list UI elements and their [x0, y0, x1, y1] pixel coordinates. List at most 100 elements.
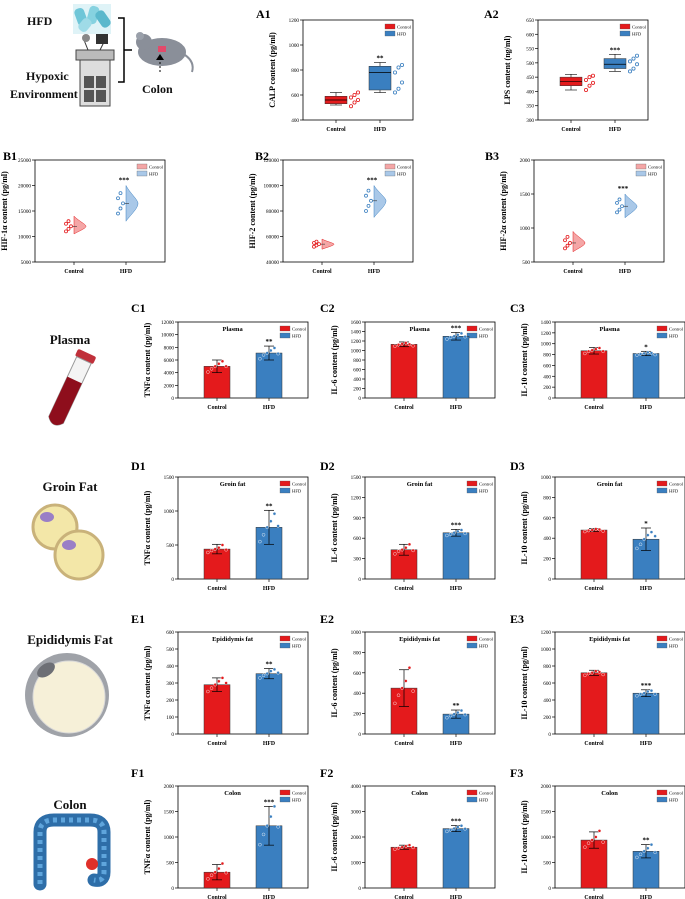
y-tick-label: 200 [353, 712, 361, 718]
significance-marker: * [644, 343, 648, 351]
panel-label-C3: C3 [510, 301, 525, 315]
data-point [261, 353, 266, 357]
x-tick-label: HFD [450, 586, 462, 592]
data-point [459, 708, 464, 713]
y-tick-label: 40000 [266, 260, 279, 266]
data-point [445, 829, 449, 834]
data-point [463, 531, 467, 536]
legend-swatch-hfd [656, 796, 668, 803]
data-point [653, 850, 657, 854]
legend-swatch-control [384, 163, 396, 170]
y-tick-label: 100 [166, 715, 174, 721]
data-point [66, 226, 71, 231]
y-tick-label: 4000 [164, 371, 175, 377]
legend-label-hfd: HFD [149, 172, 159, 177]
y-tick-label: 1500 [541, 810, 552, 816]
data-point [646, 689, 650, 694]
y-tick-label: 120000 [263, 158, 279, 164]
data-point [565, 243, 570, 248]
chart-F3: F3 0 500 1000 1500 2000 IL-10 content (pg/ml) C… [510, 766, 685, 899]
data-point [213, 683, 217, 687]
data-point [206, 877, 210, 881]
legend-swatch-control [656, 325, 668, 332]
chart-D1: D1 0 500 1000 1500 TNFα content (pg/ml) Contro… [131, 459, 309, 592]
legend-swatch-hfd [656, 487, 668, 494]
significance-marker: ** [643, 837, 651, 845]
data-point [206, 550, 210, 555]
data-point [591, 80, 596, 85]
panel-label-A2: A2 [484, 7, 499, 21]
data-point [584, 78, 589, 83]
colon-organ-icon [33, 813, 111, 891]
data-point [456, 529, 460, 534]
data-point [628, 59, 633, 64]
data-point [209, 686, 214, 690]
data-point [617, 197, 622, 202]
legend-swatch-control [466, 480, 478, 487]
data-point [590, 528, 594, 532]
x-tick-label: Control [207, 895, 227, 899]
data-point [586, 349, 591, 354]
x-tick-label: HFD [450, 741, 462, 747]
y-tick-label: 500 [166, 647, 174, 653]
bar-control [580, 529, 608, 580]
axes-frame [533, 159, 665, 263]
data-point [448, 828, 453, 832]
y-tick-label: 2000 [520, 158, 531, 164]
data-point [649, 351, 654, 355]
y-tick-label: 10000 [161, 333, 174, 339]
y-tick-label: 1200 [351, 339, 362, 345]
y-tick-label: 1000 [351, 349, 362, 355]
x-tick-label: Control [584, 741, 604, 747]
data-point [393, 344, 397, 348]
data-point [597, 829, 602, 833]
bar-hfd [442, 532, 470, 580]
y-axis-label: IL-6 content (pg/ml) [330, 802, 339, 872]
data-point [445, 337, 449, 341]
y-tick-label: 25000 [18, 158, 31, 164]
hfd-pellets-icon [73, 4, 111, 34]
y-tick-label: 10000 [18, 235, 31, 241]
legend-swatch-hfd [279, 796, 291, 803]
chart-title: Groin fat [220, 481, 247, 488]
data-point [620, 204, 624, 209]
y-axis-label: HIF-1α content (pg/ml) [0, 171, 9, 251]
legend-label-control: Control [292, 327, 307, 332]
y-tick-label: 300 [353, 557, 361, 563]
y-tick-label: 800 [353, 358, 361, 364]
data-point [568, 241, 572, 245]
legend-swatch-hfd [466, 796, 478, 803]
x-tick-label: Control [312, 269, 332, 275]
data-point [411, 548, 415, 553]
chart-title: Colon [411, 790, 428, 797]
panel-label-D3: D3 [510, 459, 525, 473]
bar-hfd [632, 692, 660, 735]
x-tick-label: Control [207, 586, 227, 592]
data-point [404, 546, 408, 550]
data-point [587, 75, 592, 80]
x-tick-label: Control [207, 405, 227, 411]
legend-label-hfd: HFD [292, 798, 302, 803]
significance-marker: *** [610, 46, 621, 54]
data-point [352, 93, 357, 98]
legend-label-hfd: HFD [397, 172, 407, 177]
data-point [601, 529, 605, 533]
data-point [393, 552, 397, 556]
box-hfd [603, 58, 627, 69]
y-tick-label: 500 [166, 861, 174, 867]
data-point [594, 527, 598, 531]
axes-frame [554, 321, 685, 399]
legend-label-hfd: HFD [479, 489, 489, 494]
data-point [615, 200, 619, 205]
data-point [452, 712, 456, 716]
environment-label: Environment [10, 87, 78, 101]
data-point [635, 546, 639, 551]
significance-marker: *** [119, 177, 130, 185]
groin-fat-icon [31, 503, 105, 581]
panel-label-D2: D2 [320, 459, 335, 473]
y-tick-label: 800 [543, 664, 551, 670]
significance-marker: *** [451, 818, 462, 826]
y-tick-label: 0 [548, 886, 551, 892]
data-point [642, 849, 646, 853]
